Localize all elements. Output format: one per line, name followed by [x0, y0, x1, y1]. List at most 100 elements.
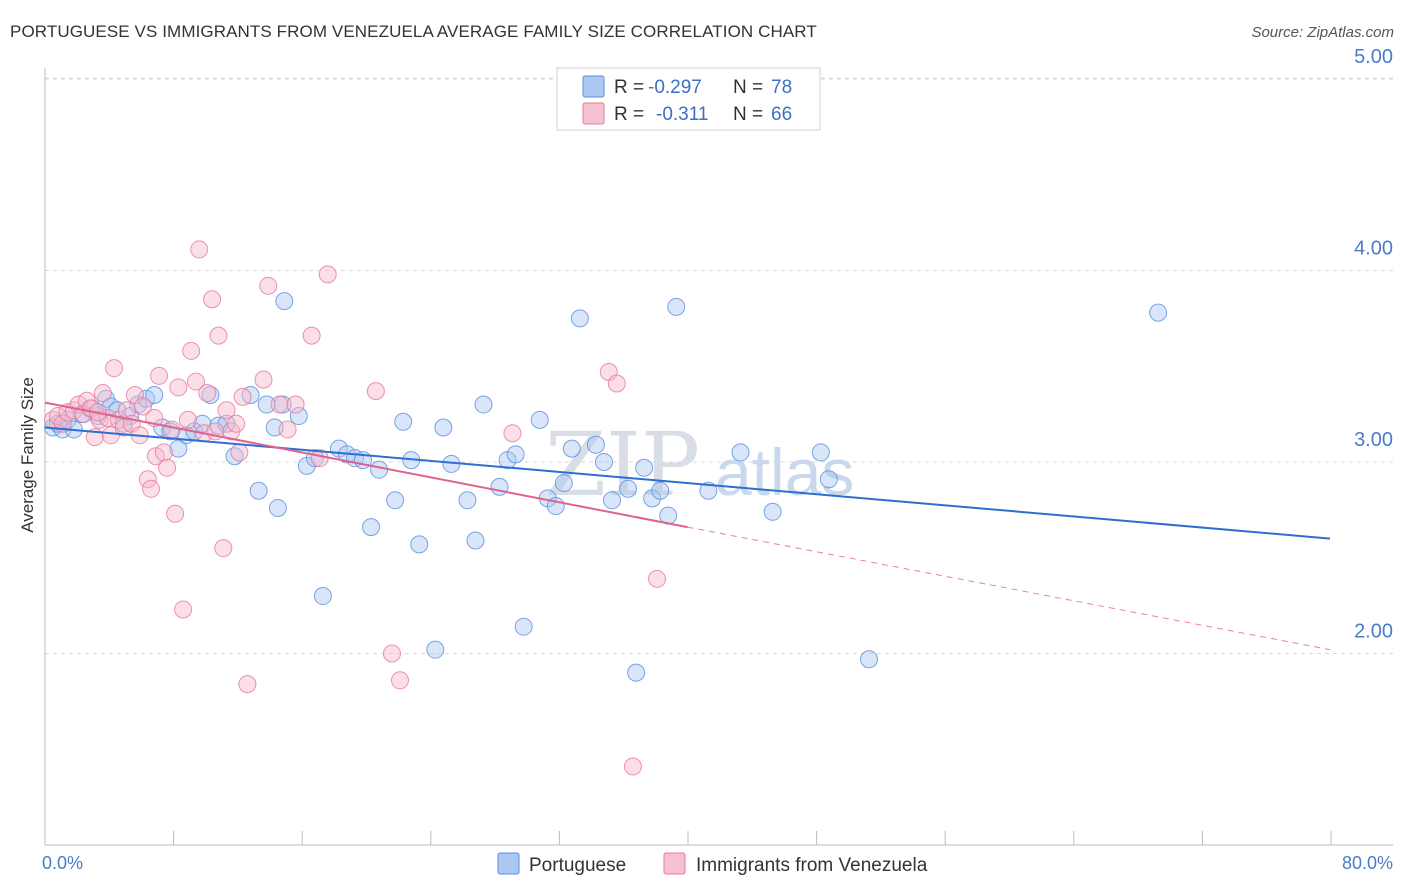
- data-point-venezuela: [233, 387, 252, 406]
- data-point-venezuela: [318, 265, 337, 284]
- data-point-portuguese: [474, 395, 493, 414]
- bottom-legend-portuguese: Portuguese: [529, 855, 626, 876]
- data-point-portuguese: [275, 292, 294, 311]
- data-point-venezuela: [138, 470, 157, 489]
- data-point-venezuela: [186, 372, 205, 391]
- legend-n-label-blue: N =: [733, 77, 763, 98]
- data-point-portuguese: [268, 498, 287, 517]
- data-point-portuguese: [466, 531, 485, 550]
- data-point-venezuela: [607, 374, 626, 393]
- data-point-venezuela: [302, 326, 321, 345]
- data-point-venezuela: [286, 395, 305, 414]
- bottom-legend-venezuela: Immigrants from Venezuela: [696, 855, 928, 876]
- data-point-venezuela: [270, 395, 289, 414]
- data-point-portuguese: [635, 458, 654, 477]
- data-point-portuguese: [562, 439, 581, 458]
- data-point-venezuela: [382, 644, 401, 663]
- data-point-venezuela: [150, 366, 169, 385]
- legend-r-value-pink: -0.311: [656, 104, 708, 125]
- data-point-portuguese: [619, 479, 638, 498]
- data-point-portuguese: [651, 481, 670, 500]
- data-point-venezuela: [366, 382, 385, 401]
- data-point-venezuela: [647, 569, 666, 588]
- data-point-venezuela: [214, 539, 233, 558]
- watermark: ZIP atlas: [545, 413, 854, 516]
- data-point-portuguese: [667, 297, 686, 316]
- data-point-portuguese: [169, 439, 188, 458]
- legend-n-value-pink: 66: [771, 104, 792, 125]
- data-point-portuguese: [860, 650, 879, 669]
- y-axis-title: Average Family Size: [18, 377, 37, 533]
- legend-swatch-blue: [582, 75, 605, 98]
- bottom-legend-swatch-portuguese: [497, 852, 520, 875]
- data-point-portuguese: [386, 491, 405, 510]
- data-point-portuguese: [313, 587, 332, 606]
- data-point-portuguese: [426, 640, 445, 659]
- data-point-portuguese: [514, 617, 533, 636]
- data-point-venezuela: [230, 443, 249, 462]
- data-point-portuguese: [731, 443, 750, 462]
- data-point-venezuela: [105, 359, 124, 378]
- data-point-portuguese: [249, 481, 268, 500]
- tick-labels: 2.00 3.00 4.00 5.00 0.0% 80.0%: [42, 46, 1393, 873]
- data-point-portuguese: [699, 481, 718, 500]
- legend-n-label-pink: N =: [733, 104, 763, 125]
- data-point-portuguese: [811, 443, 830, 462]
- data-point-venezuela: [203, 290, 222, 309]
- data-point-portuguese: [586, 435, 605, 454]
- data-point-portuguese: [434, 418, 453, 437]
- chart-title: PORTUGUESE VS IMMIGRANTS FROM VENEZUELA …: [10, 22, 817, 41]
- data-point-venezuela: [182, 341, 201, 360]
- bottom-legend-swatch-venezuela: [663, 852, 686, 875]
- data-point-portuguese: [201, 385, 220, 404]
- data-point-venezuela: [227, 414, 246, 433]
- axes: [44, 68, 1393, 846]
- data-point-venezuela: [390, 671, 409, 690]
- x-tick-label: 80.0%: [1342, 853, 1393, 873]
- data-point-portuguese: [410, 535, 429, 554]
- legend-r-value-blue: -0.297: [648, 77, 702, 98]
- data-point-venezuela: [178, 410, 197, 429]
- x-tick-label: 0.0%: [42, 853, 83, 873]
- legend: R = -0.297 N = 78 R = -0.311 N = 66: [556, 67, 821, 131]
- watermark-atlas: atlas: [715, 435, 854, 509]
- data-point-portuguese: [1149, 303, 1168, 322]
- y-tick-label: 5.00: [1354, 46, 1393, 68]
- data-point-portuguese: [370, 460, 389, 479]
- legend-n-value-blue: 78: [771, 77, 792, 98]
- data-point-portuguese: [145, 385, 164, 404]
- data-point-venezuela: [133, 397, 152, 416]
- trendlines: [44, 401, 1331, 651]
- data-point-venezuela: [169, 378, 188, 397]
- chart-source: Source: ZipAtlas.com: [1251, 24, 1394, 41]
- data-point-venezuela: [254, 370, 273, 389]
- gridlines: [45, 77, 1395, 654]
- data-point-portuguese: [570, 309, 589, 328]
- data-point-portuguese: [554, 474, 573, 493]
- data-point-venezuela: [166, 504, 185, 523]
- data-point-venezuela: [278, 420, 297, 439]
- data-point-venezuela: [174, 600, 193, 619]
- data-point-portuguese: [506, 445, 525, 464]
- bottom-legend: Portuguese Immigrants from Venezuela: [497, 852, 928, 876]
- data-point-venezuela: [162, 420, 181, 439]
- data-point-portuguese: [594, 453, 613, 471]
- data-point-portuguese: [458, 491, 477, 510]
- data-point-portuguese: [530, 410, 549, 429]
- y-tick-label: 4.00: [1354, 238, 1393, 260]
- data-point-portuguese: [627, 663, 646, 682]
- data-point-venezuela: [217, 401, 236, 420]
- data-point-venezuela: [209, 326, 228, 345]
- trendline-venezuela: [44, 401, 688, 529]
- data-point-portuguese: [819, 470, 838, 489]
- data-point-venezuela: [503, 424, 522, 443]
- data-point-venezuela: [238, 675, 257, 694]
- data-point-venezuela: [198, 384, 217, 403]
- data-point-portuguese: [362, 518, 381, 537]
- data-point-venezuela: [93, 384, 112, 403]
- data-point-venezuela: [154, 443, 173, 462]
- data-point-venezuela: [158, 458, 177, 477]
- trendline-portuguese: [44, 426, 1331, 540]
- y-tick-label: 3.00: [1354, 429, 1393, 451]
